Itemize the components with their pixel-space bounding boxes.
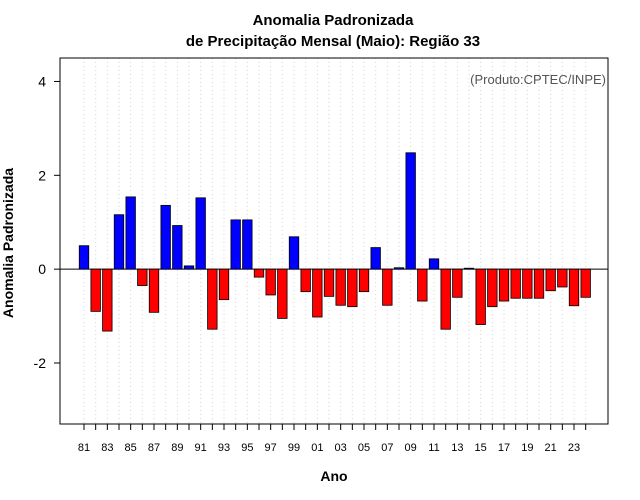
bar-19: [522, 268, 533, 299]
bar-01: [312, 268, 323, 318]
x-tick-label: 99: [288, 442, 300, 454]
x-axis-title: Ano: [320, 468, 347, 484]
bars: [78, 152, 591, 332]
bar-18: [510, 268, 521, 299]
x-tick-label: 07: [381, 442, 393, 454]
y-axis: -2 0 2 4: [34, 73, 60, 371]
y-tick-label: 4: [38, 73, 46, 89]
bar-00: [300, 268, 311, 293]
chart-title-line1: Anomalia Padronizada: [253, 12, 415, 29]
y-tick-label: 0: [38, 261, 46, 277]
bar-16: [487, 268, 498, 308]
x-tick-label: 01: [311, 442, 323, 454]
bar-87: [148, 268, 160, 313]
chart-title-line2: de Precipitação Mensal (Maio): Região 33: [186, 33, 480, 50]
x-tick-label: 17: [498, 442, 510, 454]
bar-97: [265, 268, 276, 296]
x-tick-label: 05: [358, 442, 370, 454]
bar-02: [323, 268, 335, 297]
x-tick-label: 97: [265, 442, 277, 454]
bar-91: [195, 197, 206, 270]
bar-96: [253, 268, 265, 278]
y-axis-title: Anomalia Padronizada: [0, 168, 16, 318]
bar-95: [242, 219, 253, 270]
x-tick-label: 85: [125, 442, 137, 454]
y-tick-label: -2: [34, 355, 47, 371]
x-tick-label: 11: [428, 442, 439, 454]
x-tick-label: 09: [405, 442, 417, 454]
x-tick-label: 95: [241, 442, 253, 454]
bar-05: [358, 268, 370, 293]
bar-12: [440, 268, 451, 330]
bar-99: [288, 236, 300, 270]
bar-09: [405, 152, 416, 270]
bar-13: [452, 268, 463, 298]
bar-20: [533, 268, 545, 299]
bar-85: [125, 196, 136, 270]
x-tick-label: 93: [218, 442, 230, 454]
bar-93: [218, 268, 230, 301]
bar-81: [78, 245, 90, 270]
bar-88: [160, 204, 171, 270]
x-tick-label: 03: [335, 442, 347, 454]
credit-text: (Produto:CPTEC/INPE): [470, 72, 606, 87]
bar-83: [102, 268, 113, 332]
x-tick-label: 89: [171, 442, 183, 454]
bar-14: [463, 267, 475, 270]
bar-98: [277, 268, 288, 319]
bar-07: [382, 268, 393, 306]
bar-94: [230, 219, 241, 270]
bar-21: [545, 268, 556, 292]
bar-15: [475, 268, 486, 325]
x-tick-label: 83: [101, 442, 113, 454]
bar-22: [557, 268, 568, 288]
bar-84: [113, 214, 125, 270]
bar-08: [393, 267, 405, 270]
bar-11: [428, 258, 440, 270]
x-axis: 81 83 85 87 89 91 93 95 97 99 01 03 05 07 09 11 13 15 17 19…: [78, 424, 587, 454]
bar-90: [183, 265, 195, 270]
x-tick-label: 21: [545, 442, 557, 454]
bar-23: [568, 268, 580, 307]
bar-03: [335, 268, 346, 306]
x-tick-label: 23: [568, 442, 580, 454]
plot-frame: [59, 57, 609, 425]
bar-92: [207, 268, 218, 330]
x-tick-label: 81: [78, 442, 90, 454]
bar-10: [417, 268, 428, 302]
bar-24: [580, 268, 591, 298]
bar-82: [90, 268, 101, 312]
x-tick-label: 87: [148, 442, 160, 454]
bar-17: [498, 268, 510, 302]
x-tick-label: 91: [195, 442, 207, 454]
x-tick-label: 15: [475, 442, 487, 454]
bar-89: [172, 225, 183, 270]
x-tick-label: 19: [521, 442, 533, 454]
x-tick-label: 13: [451, 442, 463, 454]
y-tick-label: 2: [38, 167, 46, 183]
bar-86: [137, 268, 148, 286]
grid-lines: [83, 58, 587, 424]
bar-04: [347, 268, 358, 308]
bar-06: [370, 247, 381, 270]
